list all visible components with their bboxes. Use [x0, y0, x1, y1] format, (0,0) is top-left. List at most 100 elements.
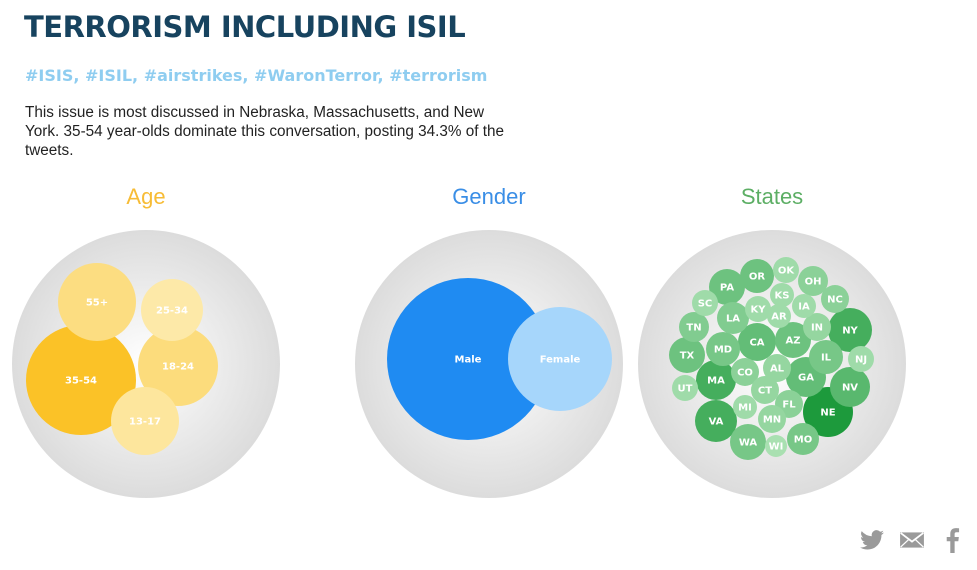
gender-bubble-svg: Male Female [355, 230, 623, 498]
states-bubble-label-nj: NJ [855, 355, 867, 366]
states-bubble-circle-co [731, 358, 759, 386]
states-bubble-la: LA [717, 302, 749, 334]
states-bubble-ar: AR [767, 304, 791, 328]
states-bubble-label-in: IN [811, 323, 823, 334]
age-chart-title: Age [126, 184, 166, 209]
age-bubble-svg: 35-54 18-24 55+ 13-17 25-34 [12, 230, 280, 498]
states-bubble-label-az: AZ [786, 336, 801, 347]
age-bubble-circle-25-34 [141, 279, 203, 341]
age-bubble-35-54: 35-54 [26, 325, 136, 435]
states-bubble-label-ar: AR [771, 312, 787, 323]
states-bubble-circle-ca [738, 323, 776, 361]
states-bubble-label-tn: TN [686, 323, 701, 334]
age-bubble-circle-13-17 [111, 387, 179, 455]
age-bubble-label-55-: 55+ [86, 298, 108, 309]
states-bubble-circle-ks [770, 283, 794, 307]
states-bubble-il: IL [809, 340, 843, 374]
states-bubble-tx: TX [669, 337, 705, 373]
states-bubble-ok: OK [773, 257, 799, 283]
states-bubble-circle-va [695, 400, 737, 442]
states-bubble-label-va: VA [709, 417, 724, 428]
states-bubble-ky: KY [745, 296, 771, 322]
states-bubble-circle-ok [773, 257, 799, 283]
states-bubble-circle-mo [787, 423, 819, 455]
states-bubble-circle-nc [821, 285, 849, 313]
age-bubble-label-13-17: 13-17 [129, 417, 161, 428]
age-chart: Age 35-54 18-24 55+ 13-17 25-34 [10, 180, 282, 500]
states-bubble-label-il: IL [821, 353, 832, 364]
states-bubble-circle-ut [672, 375, 698, 401]
states-bubble-ia: IA [792, 294, 816, 318]
states-bubble-label-fl: FL [782, 400, 796, 411]
age-bubble-circle-55- [58, 263, 136, 341]
states-bubble-oh: OH [798, 266, 828, 296]
hashtags: #ISIS, #ISIL, #airstrikes, #WaronTerror,… [25, 66, 488, 85]
states-bubble-circle-ny [828, 308, 872, 352]
states-bubble-md: MD [706, 332, 740, 366]
states-bubble-circle-in [803, 313, 831, 341]
states-bubble-circle-pa [709, 269, 745, 305]
states-bubble-az: AZ [775, 322, 811, 358]
states-chart-title: States [740, 184, 804, 209]
states-bubble-circle-tx [669, 337, 705, 373]
states-bubble-ca: CA [738, 323, 776, 361]
states-bubble-label-wi: WI [769, 442, 784, 453]
states-bubble-label-ne: NE [820, 408, 835, 419]
states-bubble-circle-sc [692, 290, 718, 316]
states-bubble-ks: KS [770, 283, 794, 307]
states-bubble-circle-tn [679, 312, 709, 342]
states-bubble-label-mn: MN [763, 415, 781, 426]
states-bubble-label-la: LA [726, 314, 740, 325]
age-bubble-circle-35-54 [26, 325, 136, 435]
states-bubble-label-ca: CA [749, 338, 764, 349]
states-bubble-circle-or [740, 259, 774, 293]
age-bubble-label-18-24: 18-24 [162, 362, 194, 373]
states-bubble-ct: CT [751, 376, 779, 404]
states-bubble-svg: NE MA NY VA NV GA CA AZ OR PA TX MD WA IL MO LA TN OH NC CO… [638, 230, 906, 498]
gender-bubble-female: Female [508, 307, 612, 411]
states-bubble-circle-md [706, 332, 740, 366]
age-bubble-13-17: 13-17 [111, 387, 179, 455]
facebook-icon[interactable] [940, 527, 968, 555]
states-chart: States NE MA NY VA NV GA CA AZ OR PA TX MD WA IL MO LA T… [636, 180, 908, 500]
states-bubble-circle-ia [792, 294, 816, 318]
gender-bubble-circle-female [508, 307, 612, 411]
states-bubble-circle-ky [745, 296, 771, 322]
gender-bubble-male: Male [387, 278, 549, 440]
states-bubble-sc: SC [692, 290, 718, 316]
states-bubble-circle-wa [730, 424, 766, 460]
states-bubble-circle-nv [830, 367, 870, 407]
gender-bubble-label-female: Female [540, 355, 581, 366]
states-bubble-label-co: CO [737, 368, 753, 379]
states-bubble-label-ok: OK [778, 266, 796, 277]
age-bubble-circle-18-24 [138, 326, 218, 406]
states-bubble-label-nc: NC [827, 295, 843, 306]
states-bubble-circle-la [717, 302, 749, 334]
states-bubble-ut: UT [672, 375, 698, 401]
states-bubble-circle-al [763, 354, 791, 382]
age-bubble-label-35-54: 35-54 [65, 376, 97, 387]
page-title: TERRORISM INCLUDING ISIL [24, 10, 466, 44]
twitter-icon[interactable] [859, 527, 887, 555]
states-bubble-circle-az [775, 322, 811, 358]
states-bubble-circle-oh [798, 266, 828, 296]
states-bubble-ny: NY [828, 308, 872, 352]
states-bubble-co: CO [731, 358, 759, 386]
states-bubble-label-mo: MO [794, 435, 812, 446]
states-bubble-circle-mi [733, 395, 757, 419]
states-bubble-label-ct: CT [758, 386, 772, 397]
states-bubble-circle-ct [751, 376, 779, 404]
age-bubble-label-25-34: 25-34 [156, 306, 188, 317]
email-icon[interactable] [899, 527, 927, 555]
age-bubble-25-34: 25-34 [141, 279, 203, 341]
states-bubble-label-nv: NV [842, 383, 858, 394]
age-bubble-18-24: 18-24 [138, 326, 218, 406]
states-bubble-label-ky: KY [751, 305, 767, 316]
states-bubble-label-tx: TX [680, 351, 695, 362]
states-bubble-ma: MA [696, 360, 736, 400]
states-bubble-circle-il [809, 340, 843, 374]
states-bubble-label-ia: IA [798, 302, 810, 313]
states-bubble-label-ga: GA [798, 373, 814, 384]
states-bubble-label-oh: OH [805, 277, 822, 288]
states-bubble-label-ny: NY [842, 326, 858, 337]
